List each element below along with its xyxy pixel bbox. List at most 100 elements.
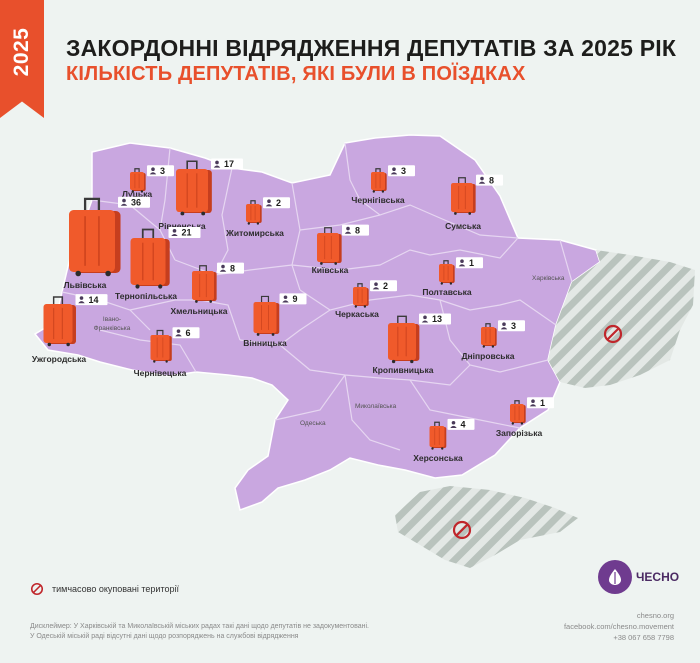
count-badge-label: 13	[432, 314, 442, 324]
person-icon-head	[531, 399, 535, 403]
person-icon-head	[423, 315, 427, 320]
chesno-logo: ЧЕСНО	[598, 560, 679, 594]
count-badge-label: 3	[160, 166, 165, 176]
person-icon	[421, 315, 429, 323]
occupied-crimea	[395, 486, 578, 568]
person-icon-body	[265, 204, 273, 207]
suitcase-handle	[434, 421, 440, 426]
person-icon-head	[172, 229, 177, 233]
person-icon-head	[460, 259, 464, 263]
suitcase-marker: 21 Тернопільська	[115, 226, 201, 301]
person-icon-head	[283, 295, 288, 300]
suitcase-wheel	[363, 305, 367, 308]
person-icon	[390, 167, 398, 175]
person-icon	[265, 199, 273, 207]
person-icon-body	[390, 172, 398, 175]
person-icon-head	[122, 198, 126, 203]
suitcase-wheel	[468, 212, 472, 215]
suitcase-bar	[69, 210, 115, 272]
region-label: Ужгородська	[32, 354, 87, 364]
suitcase-handle	[397, 315, 407, 323]
suitcase-handle	[250, 200, 256, 204]
count-badge-label: 9	[293, 294, 298, 304]
suitcase-handle	[83, 197, 101, 210]
count-badge-label: 6	[186, 328, 191, 338]
suitcase-wheel	[180, 211, 185, 216]
suitcase-markers: 3 Луцька 17 Рівненська 2 Житомирська 3 Чернігів…	[32, 158, 554, 463]
person-icon-body	[171, 233, 178, 237]
person-icon	[344, 226, 352, 234]
person-icon-body	[421, 320, 429, 323]
person-icon-body	[120, 203, 128, 206]
count-badge-label: 2	[383, 281, 388, 291]
suitcase-wheel	[153, 360, 156, 363]
person-icon-body	[213, 165, 221, 168]
suitcase-handle	[514, 400, 520, 404]
suitcase-wheel	[410, 359, 414, 364]
region-label-ivano-frankivsk-1: Івано-	[103, 316, 121, 323]
count-badge-label: 8	[355, 225, 360, 235]
count-badge-label: 3	[511, 321, 516, 331]
person-icon-body	[450, 425, 457, 428]
count-badge-label: 8	[230, 263, 235, 273]
suitcase-wheel	[320, 262, 323, 265]
person-icon	[213, 160, 221, 168]
suitcase-handle	[458, 177, 466, 183]
region-label: Херсонська	[413, 453, 463, 463]
suitcase-marker: 13 Кропивницька	[373, 313, 451, 375]
person-icon-body	[529, 404, 537, 407]
person-icon-head	[79, 296, 84, 300]
contact-website[interactable]: chesno.org	[636, 611, 674, 620]
person-icon-head	[451, 420, 456, 425]
person-icon	[175, 329, 182, 337]
count-badge-label: 14	[89, 295, 99, 305]
region-label-kharkiv: Харківська	[532, 274, 565, 282]
person-icon	[149, 167, 157, 175]
person-icon-head	[215, 160, 219, 165]
region-label: Кропивницька	[373, 365, 434, 375]
suitcase-handle	[141, 228, 155, 238]
suitcase-wheel	[131, 190, 134, 193]
person-icon-head	[502, 322, 506, 326]
person-icon-body	[344, 231, 352, 234]
suitcase-handle	[375, 168, 381, 172]
suitcase-wheel	[247, 222, 250, 225]
suitcase-wheel	[158, 284, 163, 289]
contact-phone: +38 067 658 7798	[613, 633, 674, 642]
person-icon	[450, 420, 457, 428]
suitcase-marker: 17 Рівненська	[158, 158, 243, 231]
person-icon-head	[267, 199, 271, 203]
suitcase-bar	[388, 323, 416, 360]
suitcase-marker: 4 Херсонська	[413, 418, 475, 463]
region-label-odesa: Одеська	[300, 420, 326, 427]
suitcase-marker: 3 Луцька	[122, 165, 174, 199]
person-icon-body	[149, 172, 157, 175]
contact-facebook[interactable]: facebook.com/chesno.movement	[563, 622, 674, 631]
suitcase-wheel	[256, 222, 260, 225]
region-label: Чернігівська	[351, 195, 405, 205]
region-label: Полтавська	[422, 287, 472, 297]
count-badge-label: 2	[276, 198, 281, 208]
suitcase-wheel	[195, 300, 198, 303]
suitcase-handle	[485, 323, 491, 327]
garlic-icon	[598, 560, 632, 594]
person-icon-body	[478, 181, 486, 184]
page-title: ЗАКОРДОННІ ВІДРЯДЖЕННЯ ДЕПУТАТІВ ЗА 2025…	[66, 35, 677, 61]
person-icon-head	[480, 176, 484, 181]
suitcase-marker: 8 Хмельницька	[170, 262, 244, 316]
person-icon-body	[500, 327, 508, 330]
person-icon	[171, 229, 178, 237]
person-icon	[458, 259, 466, 267]
suitcase-wheel	[391, 359, 396, 364]
occupied-east	[548, 250, 695, 388]
suitcase-bar	[130, 172, 144, 190]
person-icon-head	[374, 282, 378, 286]
person-icon-head	[176, 329, 181, 333]
suitcase-wheel	[47, 342, 52, 347]
no-entry-icon	[452, 520, 472, 540]
region-label: Житомирська	[225, 228, 284, 238]
suitcase-bar	[150, 335, 170, 360]
suitcase-marker: 3 Дніпровська	[461, 320, 525, 361]
suitcase-wheel	[140, 190, 144, 193]
person-icon-body	[175, 334, 182, 337]
